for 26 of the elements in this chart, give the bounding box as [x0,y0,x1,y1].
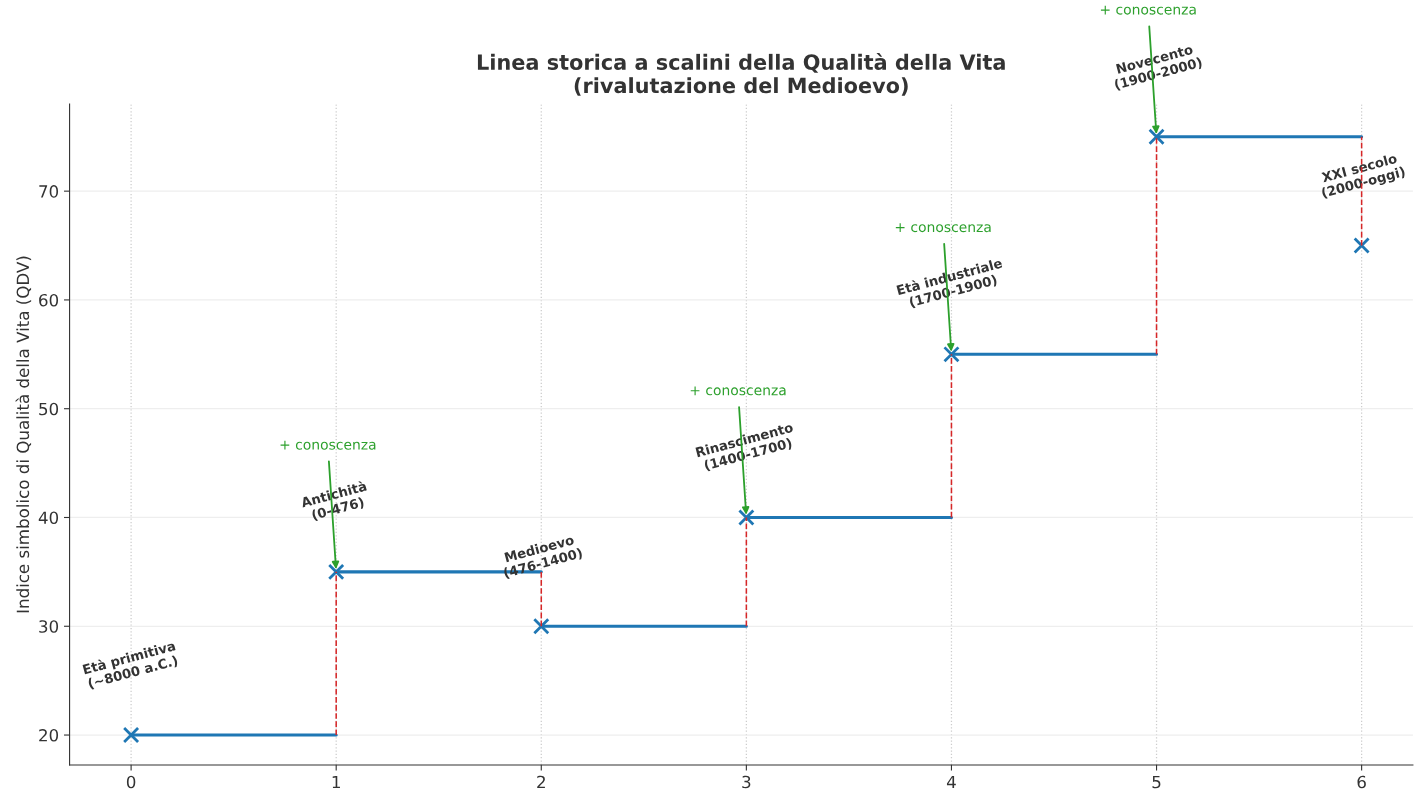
point [532,617,550,635]
x-tick-label: 5 [1152,775,1161,789]
annotation: + conoscenza [690,386,786,396]
x-tick-label: 1 [332,775,340,789]
y-tick-label: 30 [39,620,59,633]
x-tick-label: 2 [537,775,545,789]
x-tick-label: 0 [126,775,136,789]
y-tick-label: 50 [39,402,59,416]
y-tick-label: 20 [39,729,59,742]
y-tick-label: 60 [39,293,59,307]
annotation: + conoscenza [280,440,376,450]
x-tick-label: 3 [742,775,751,789]
annotation: + conoscenza [895,223,991,233]
point [943,345,960,363]
y-axis-title: Indice simbolico di Qualità della Vita (QDV) [15,256,32,613]
x-tick-label: 4 [946,775,956,789]
point [1148,128,1165,146]
point [1353,237,1370,254]
x-tick-label: 6 [1357,775,1366,789]
point [122,726,140,744]
point [738,509,755,526]
chart-title: Linea storica a scalini della Qualità della Vita (rivalutazione del Medioevo) [477,53,1005,96]
annotation: + conoscenza [1100,5,1196,15]
y-tick-label: 40 [38,511,59,525]
point [327,563,345,581]
y-tick-label: 70 [39,185,59,198]
